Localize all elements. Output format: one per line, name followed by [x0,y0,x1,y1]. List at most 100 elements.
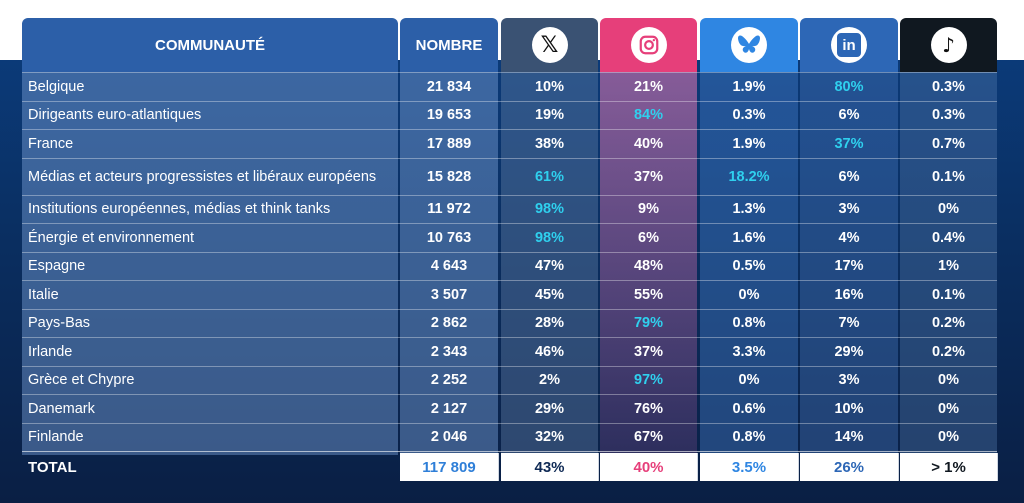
row-bs: 0% [738,372,760,389]
row-name: Dirigeants euro-atlantiques [28,107,202,124]
row-name: Énergie et environnement [28,229,195,246]
row-bs: 0.5% [732,258,766,275]
row-bs: 18.2% [728,168,770,185]
row-li: 6% [838,107,860,124]
row-tt: 0% [938,400,959,417]
row-tt: 0% [938,429,959,446]
header-instagram [600,18,697,72]
row-tt: 1% [938,258,959,275]
bluesky-logo-icon [731,27,767,63]
row-bs: 0.6% [732,400,766,417]
total-x: 43% [501,453,599,481]
row-x: 45% [534,286,565,303]
row-x: 47% [534,258,565,275]
linkedin-column-bg [800,72,898,455]
header-bluesky [700,18,798,72]
header-x: 𝕏 [501,18,598,72]
row-tt: 0.3% [931,78,966,95]
table-row: Irlande 2 343 46% 37% 3.3% 29% 0.2% [22,337,997,366]
row-ig: 6% [638,229,659,246]
row-x: 28% [534,315,565,332]
row-x: 46% [534,343,565,360]
tiktok-column-bg [900,72,997,455]
row-nombre: 10 763 [426,229,472,246]
row-x: 98% [534,229,565,246]
row-ig: 97% [633,372,664,389]
header-tiktok: ♪ [900,18,997,72]
row-bs: 0.8% [732,429,766,446]
row-li: 17% [834,258,864,275]
row-nombre: 19 653 [426,107,472,124]
bluesky-column-bg [700,72,798,455]
row-bs: 0.3% [732,107,766,124]
row-nombre: 2 862 [430,315,468,332]
row-name: Italie [28,286,59,303]
row-tt: 0% [938,372,959,389]
row-nombre: 17 889 [426,135,472,152]
row-nombre: 2 046 [430,429,468,446]
row-name: France [28,135,74,152]
row-tt: 0.1% [931,168,966,185]
community-table: COMMUNAUTÉ NOMBRE 𝕏 [22,18,998,483]
table-row: France 17 889 38% 40% 1.9% 37% 0.7% [22,129,997,158]
header-nombre: NOMBRE [400,18,498,72]
header-linkedin: in [800,18,898,72]
row-bs: 1.9% [732,135,766,152]
row-tt: 0.1% [931,286,966,303]
row-bs: 0% [738,286,760,303]
table-row: Espagne 4 643 47% 48% 0.5% 17% 1% [22,251,997,281]
table-row: Danemark 2 127 29% 76% 0.6% 10% 0% [22,394,997,423]
row-name: Finlande [28,429,84,446]
row-ig: 79% [633,315,664,332]
row-bs: 3.3% [732,343,766,360]
total-tiktok: > 1% [900,453,998,481]
linkedin-logo-icon: in [831,27,867,63]
row-x: 29% [534,400,565,417]
row-ig: 21% [633,78,664,95]
row-x: 61% [534,168,565,185]
row-ig: 67% [633,429,664,446]
row-li: 3% [838,372,860,389]
x-column-bg [501,72,598,455]
row-x: 2% [539,372,560,389]
row-x: 98% [534,201,565,218]
table-row: Médias et acteurs progressistes et libér… [22,157,997,195]
x-logo-icon: 𝕏 [531,27,568,63]
table-row: Italie 3 507 45% 55% 0% 16% 0.1% [22,280,997,309]
table-body: Belgique 21 834 10% 21% 1.9% 80% 0.3% Dirigeant… [22,72,997,451]
row-name: Pays-Bas [28,315,91,332]
row-tt: 0% [938,201,959,218]
row-nombre: 2 343 [430,343,468,360]
row-x: 19% [534,107,565,124]
row-x: 38% [534,135,565,152]
row-bs: 1.9% [732,78,766,95]
row-x: 32% [534,429,565,446]
row-name: Institutions européennes, médias et thin… [28,201,331,218]
row-nombre: 11 972 [427,201,471,218]
row-name: Médias et acteurs progressistes et libér… [28,168,377,185]
row-li: 29% [834,343,864,360]
row-bs: 1.6% [732,229,766,246]
row-tt: 0.2% [931,315,966,332]
table-row: Belgique 21 834 10% 21% 1.9% 80% 0.3% [22,72,997,101]
row-tt: 0.4% [931,229,966,246]
row-li: 10% [834,400,864,417]
row-nombre: 21 834 [426,78,472,95]
total-row: TOTAL 117 809 43% 40% 3.5% 26% > 1% [22,451,998,483]
row-ig: 37% [633,343,664,360]
row-bs: 1.3% [732,201,766,218]
instagram-column-bg [600,72,697,455]
row-li: 3% [838,201,860,218]
total-bluesky: 3.5% [700,453,799,481]
row-li: 7% [838,315,860,332]
table-header: COMMUNAUTÉ NOMBRE 𝕏 [22,18,997,72]
tiktok-logo-icon: ♪ [930,27,967,63]
row-tt: 0.2% [931,343,966,360]
total-nombre: 117 809 [400,453,499,481]
row-li: 37% [834,135,864,152]
row-name: Grèce et Chypre [28,372,135,389]
row-name: Danemark [28,400,95,417]
row-name: Irlande [28,343,73,360]
row-ig: 48% [633,258,664,275]
row-ig: 76% [633,400,664,417]
